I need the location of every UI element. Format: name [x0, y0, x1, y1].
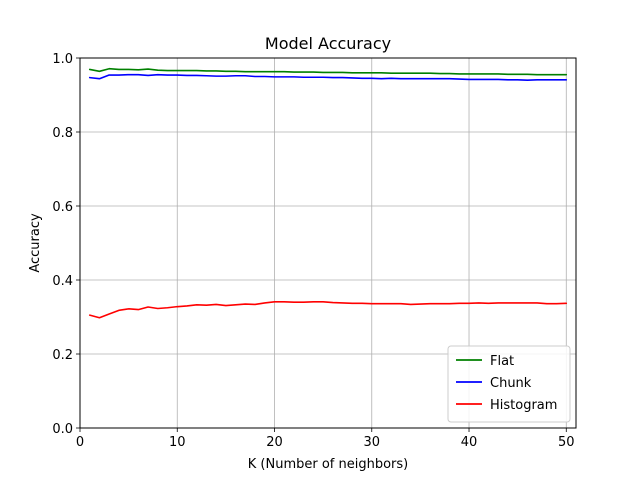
x-axis-label: K (Number of neighbors)	[248, 457, 408, 472]
x-tick-label: 50	[558, 435, 575, 450]
x-tick-label: 20	[266, 435, 283, 450]
series-line-histogram	[88, 301, 568, 319]
y-tick-label: 1.0	[52, 52, 73, 67]
x-tick-label: 40	[461, 435, 478, 450]
legend-label-flat: Flat	[490, 354, 514, 369]
y-tick-label: 0.2	[52, 348, 73, 363]
plot-area-frame	[79, 57, 577, 429]
legend-box	[447, 345, 571, 423]
x-tick-label: 30	[363, 435, 380, 450]
y-axis-label: Accuracy	[28, 213, 43, 273]
series-line-chunk	[88, 73, 568, 81]
legend-label-histogram: Histogram	[490, 398, 557, 413]
y-tick-label: 0.6	[52, 200, 73, 215]
y-tick-label: 0.4	[52, 274, 73, 289]
legend-label-chunk: Chunk	[490, 376, 532, 391]
axis-ticks: 0 10 20 30 40 50 0.0 0.2 0.4 0.6 0.8 1.0	[52, 52, 574, 450]
chart-title: Model Accuracy	[265, 34, 391, 53]
y-tick-label: 0.8	[52, 126, 73, 141]
x-tick-label: 0	[76, 435, 84, 450]
series-line-flat	[88, 67, 568, 76]
x-tick-label: 10	[169, 435, 186, 450]
y-tick-label: 0.0	[52, 422, 73, 437]
series-lines	[88, 67, 568, 319]
grid-lines	[79, 57, 576, 429]
legend: Flat Chunk Histogram	[447, 345, 571, 423]
